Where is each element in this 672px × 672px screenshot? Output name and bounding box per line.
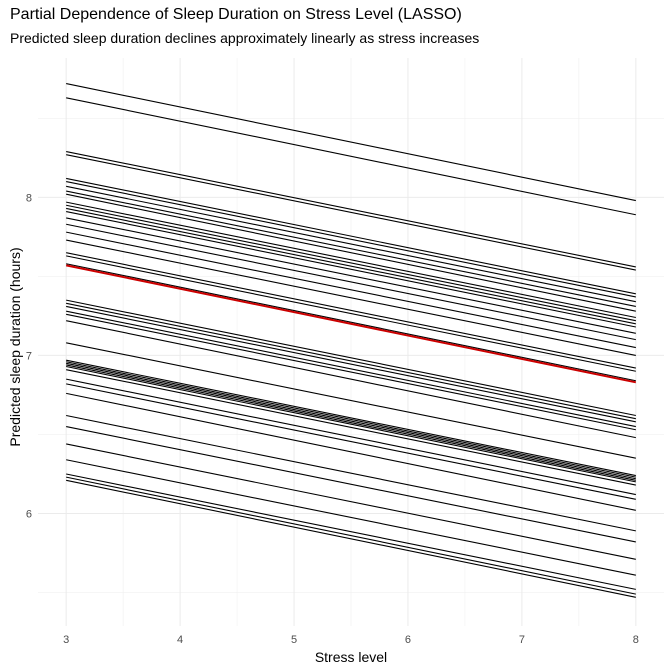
ice-line-2 [66,97,636,216]
ice-line-11 [66,204,636,322]
x-tick-label: 4 [177,634,183,646]
ice-line-12 [66,207,636,325]
ice-line-30 [66,362,636,480]
x-tick-label: 3 [63,634,69,646]
tick-labels: 3 4 5 6 7 8 6 7 8 [26,192,639,646]
ice-line-26 [66,320,636,439]
ice-line-40 [66,459,636,576]
ice-line-21 [66,299,636,417]
ice-line-41 [66,473,636,590]
grid-lines [38,58,664,626]
y-tick-label: 8 [26,192,32,204]
ice-lines [65,83,637,598]
x-tick-label: 6 [405,634,411,646]
y-tick-label: 7 [26,350,32,362]
ice-line-10 [66,201,636,319]
x-tick-label: 5 [291,634,297,646]
ice-line-36 [66,392,636,511]
chart-title: Partial Dependence of Sleep Duration on … [10,6,462,23]
x-tick-label: 7 [519,634,525,646]
ice-line-8 [66,190,636,307]
x-tick-label: 8 [633,634,639,646]
ice-line-27 [66,342,636,459]
ice-line-14 [66,217,636,334]
ice-line-4 [66,154,636,271]
average-pd-line [65,264,637,384]
ice-line-24 [66,310,636,428]
ice-line-38 [66,426,636,543]
ice-line-7 [66,185,636,303]
ice-line-5 [66,177,636,295]
ice-line-9 [66,193,636,312]
chart-subtitle: Predicted sleep duration declines approx… [10,30,480,46]
ice-line-42 [66,476,636,595]
x-axis-title: Stress level [315,649,387,665]
ice-line-31 [66,364,636,481]
y-axis-title: Predicted sleep duration (hours) [7,247,23,446]
ice-line-37 [66,414,636,532]
y-tick-label: 6 [26,509,32,521]
ice-line-34 [66,378,636,496]
ice-line-25 [66,313,636,431]
ice-line-1 [66,83,636,202]
ice-line-19 [66,255,636,372]
ice-line-15 [66,223,636,341]
ice-line-29 [66,361,636,478]
ice-line-13 [66,211,636,328]
ice-line-18 [66,252,636,369]
ice-line-6 [66,181,636,298]
ice-line-17 [66,239,636,356]
ice-line-43 [66,479,636,598]
ice-line-39 [66,443,636,560]
ice-line-33 [66,369,636,486]
ice-line-32 [66,365,636,483]
ice-line-23 [66,305,636,423]
ice-line-35 [66,383,636,500]
ice-line-22 [66,302,636,420]
ice-line-28 [66,359,636,477]
ice-line-3 [66,150,636,268]
ice-line-20 [66,263,636,382]
ice-line-16 [66,231,636,349]
